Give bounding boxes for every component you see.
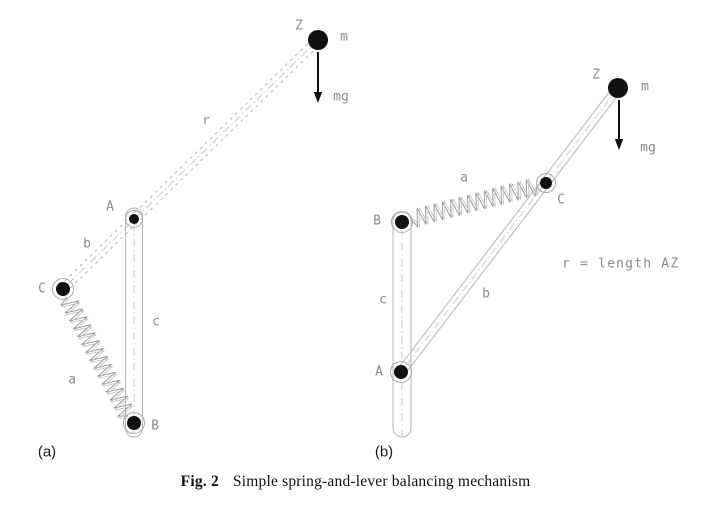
- point-label-C-a: C: [38, 282, 46, 297]
- joint-A-a: [129, 214, 139, 224]
- joint-B-b: [395, 215, 409, 229]
- joint-ring-C-b: [536, 173, 556, 193]
- point-label-B-b: B: [373, 214, 381, 229]
- point-label-Z-b: Z: [592, 68, 600, 83]
- joint-C-a: [56, 282, 70, 296]
- bar-lever-ACZ: [398, 86, 621, 374]
- spring-a-a: [59, 296, 133, 417]
- bar-centerline-lever-ZAC: [62, 39, 319, 290]
- joint-C-b: [540, 177, 552, 189]
- subfigure-tag-b: (b): [375, 444, 393, 461]
- point-label-C-b: C: [557, 193, 565, 208]
- mechanism-diagram: A C B Zm mg r b c a (a) B C A Zm mg a b c r = length AZ (b): [38, 19, 679, 461]
- mass-label-a: m: [340, 30, 348, 45]
- gravity-arrowhead-b: [614, 139, 624, 150]
- spring-a-shadow-a: [61, 298, 134, 419]
- point-label-A-a: A: [106, 200, 114, 215]
- subfigure-tag-a: (a): [38, 444, 56, 461]
- segment-label-a-0: r: [202, 114, 210, 129]
- joint-ring-A-a: [125, 210, 143, 228]
- point-label-B-a: B: [151, 419, 159, 434]
- gravity-arrowhead-a: [313, 92, 323, 103]
- mass-ball-b: [608, 78, 628, 98]
- figure-caption-label: Fig. 2: [180, 473, 219, 490]
- mass-ball-a: [308, 30, 328, 50]
- segment-label-a-3: a: [68, 373, 76, 388]
- joint-ring-B-a: [123, 412, 145, 434]
- segment-label-a-2: c: [152, 315, 160, 330]
- spring-a-b: [410, 179, 538, 228]
- figure-caption-text: Simple spring-and-lever balancing mechan…: [232, 473, 531, 490]
- gravity-label-a: mg: [333, 90, 349, 105]
- figure-caption: Fig. 2 Simple spring-and-lever balancing …: [0, 473, 711, 491]
- diagram-a: A C B Zm mg r b c a (a): [38, 19, 349, 461]
- joint-B-a: [127, 416, 141, 430]
- point-label-A-b: A: [375, 365, 383, 380]
- diagram-b: B C A Zm mg a b c r = length AZ (b): [373, 68, 679, 461]
- segment-label-b-1: b: [482, 287, 490, 302]
- gravity-label-b: mg: [640, 141, 656, 156]
- point-label-Z-a: Z: [295, 19, 303, 34]
- segment-label-b-0: a: [460, 171, 468, 186]
- segment-label-b-3: r = length AZ: [562, 257, 679, 272]
- joint-ring-B-b: [391, 211, 413, 233]
- joint-A-b: [394, 365, 408, 379]
- spring-a-shadow-b: [412, 178, 540, 228]
- segment-label-a-1: b: [83, 237, 91, 252]
- joint-ring-C-a: [52, 278, 74, 300]
- mass-label-b: m: [641, 80, 649, 95]
- joint-ring-A-b: [390, 361, 412, 383]
- segment-label-b-2: c: [379, 293, 387, 308]
- bar-centerline-lever-ACZ: [400, 87, 619, 373]
